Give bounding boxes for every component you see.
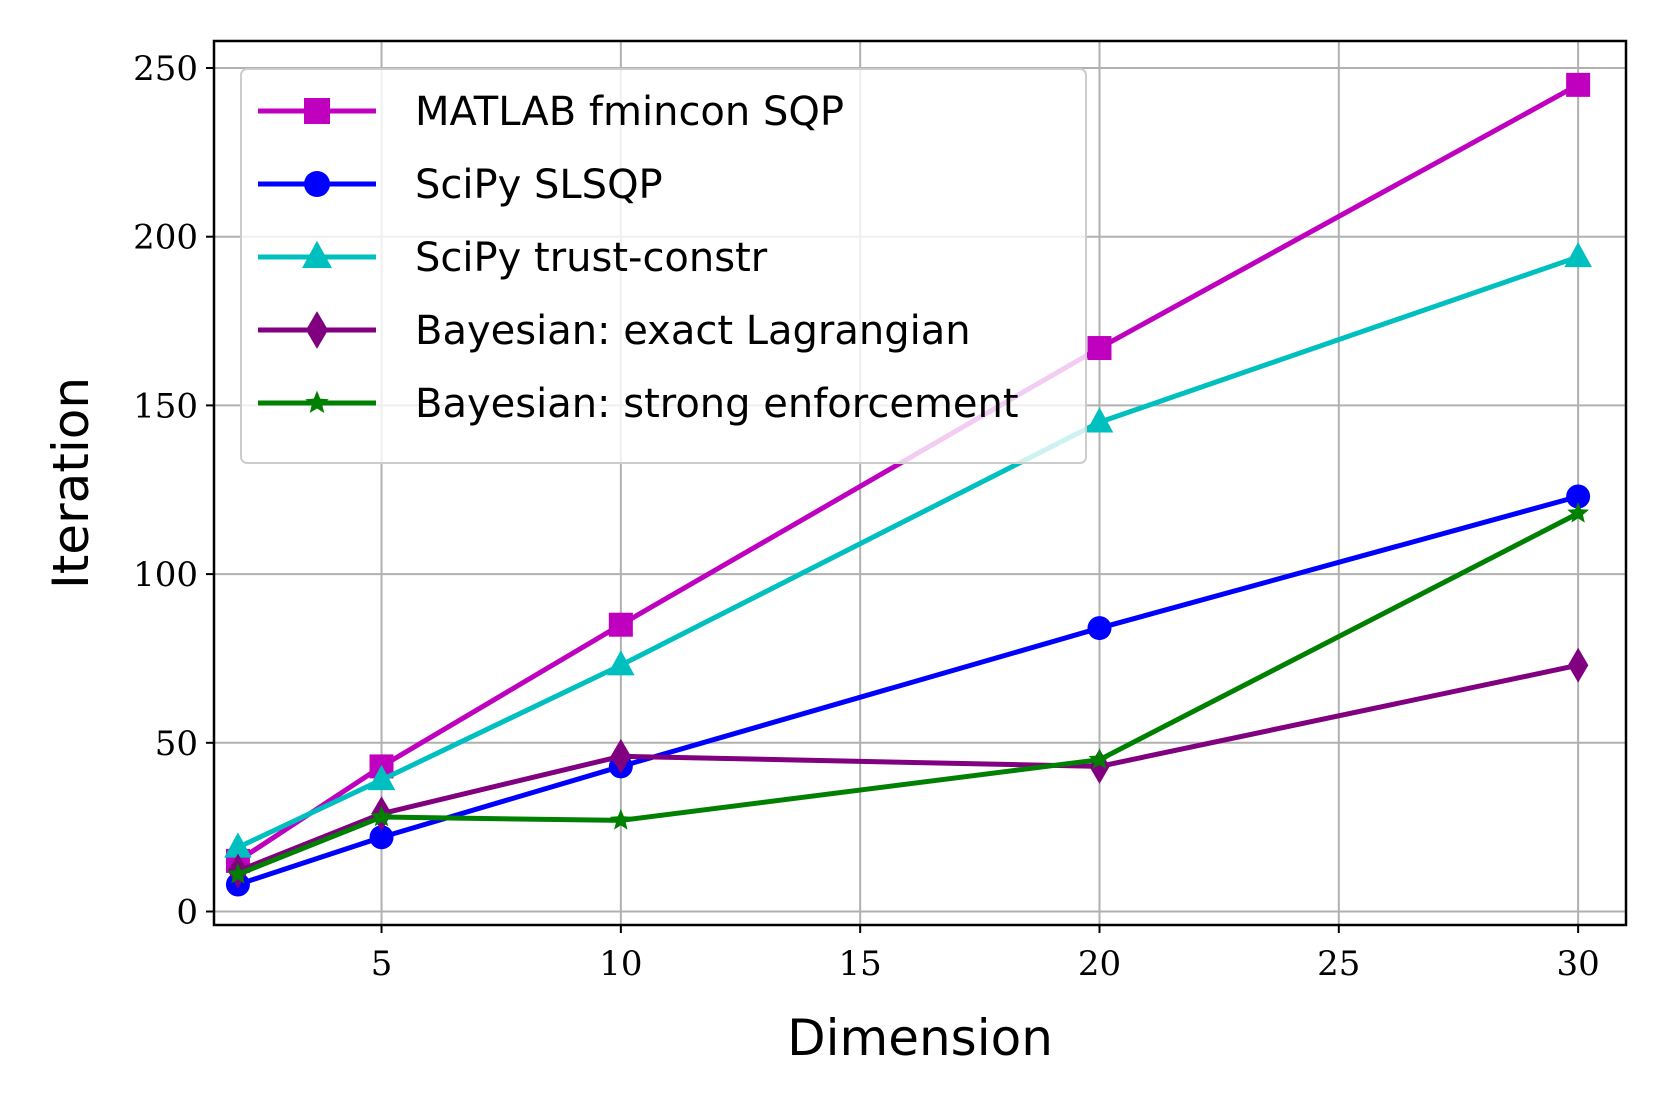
data-point-triangle [1564, 241, 1592, 268]
y-tick-label: 200 [133, 218, 198, 258]
y-tick-label: 50 [155, 724, 198, 764]
x-tick-label: 10 [599, 944, 642, 984]
legend-label: MATLAB fmincon SQP [415, 89, 844, 135]
legend-entry: MATLAB fmincon SQP [258, 89, 844, 135]
legend-label: SciPy trust-constr [415, 235, 768, 281]
legend-entry: SciPy trust-constr [258, 235, 768, 281]
series-line [237, 494, 1579, 887]
data-point-star [1088, 748, 1111, 769]
data-point-circle [1566, 484, 1591, 509]
data-point-triangle [302, 240, 332, 269]
data-point-circle [369, 825, 394, 850]
series-line [237, 511, 1580, 877]
data-point-square [608, 612, 633, 637]
data-point-triangle [224, 832, 252, 858]
data-point-triangle [367, 764, 396, 791]
series-2 [224, 241, 1592, 858]
x-tick-label: 25 [1317, 944, 1360, 984]
data-point-diamond [305, 311, 329, 349]
data-point-triangle [607, 650, 635, 676]
legend-entry: Bayesian: exact Lagrangian [258, 308, 971, 354]
data-point-triangle [1085, 407, 1114, 433]
y-axis-label: Iteration [42, 377, 100, 589]
legend-label: SciPy SLSQP [415, 162, 663, 208]
series-layer [224, 72, 1592, 897]
data-point-square [304, 98, 330, 124]
data-point-diamond [1567, 647, 1589, 683]
data-point-circle [304, 171, 330, 197]
legend: MATLAB fmincon SQP SciPy SLSQP SciPy trust… [240, 68, 1087, 464]
legend-label: Bayesian: exact Lagrangian [415, 308, 971, 354]
data-point-star [610, 809, 632, 830]
legend-entry: SciPy SLSQP [258, 162, 663, 208]
data-point-star [370, 805, 393, 827]
plot-frame [212, 39, 1628, 927]
y-tick-label: 100 [133, 555, 198, 595]
legend-entry: Bayesian: strong enforcement [258, 381, 1019, 427]
data-point-square [1087, 336, 1112, 361]
x-tick-label: 20 [1078, 944, 1121, 984]
series-4 [227, 502, 1589, 884]
data-point-diamond [610, 738, 632, 774]
data-point-star [305, 390, 329, 413]
data-point-square [1566, 72, 1591, 97]
data-point-star [1567, 502, 1589, 523]
y-tick-label: 0 [176, 893, 198, 933]
x-tick-label: 5 [371, 944, 393, 984]
x-axis-label: Dimension [787, 1009, 1053, 1067]
series-line [237, 662, 1579, 874]
legend-box [240, 68, 1087, 464]
axis-ticks: 5 10 15 20 25 30 0 50 100 150 200 250 [133, 49, 1600, 984]
y-tick-label: 150 [133, 386, 198, 426]
data-point-star [227, 863, 249, 884]
x-tick-label: 30 [1557, 944, 1600, 984]
series-1 [225, 484, 1591, 897]
data-point-circle [1087, 616, 1112, 641]
legend-label: Bayesian: strong enforcement [415, 381, 1019, 427]
y-tick-label: 250 [133, 49, 198, 89]
x-tick-label: 15 [839, 944, 882, 984]
